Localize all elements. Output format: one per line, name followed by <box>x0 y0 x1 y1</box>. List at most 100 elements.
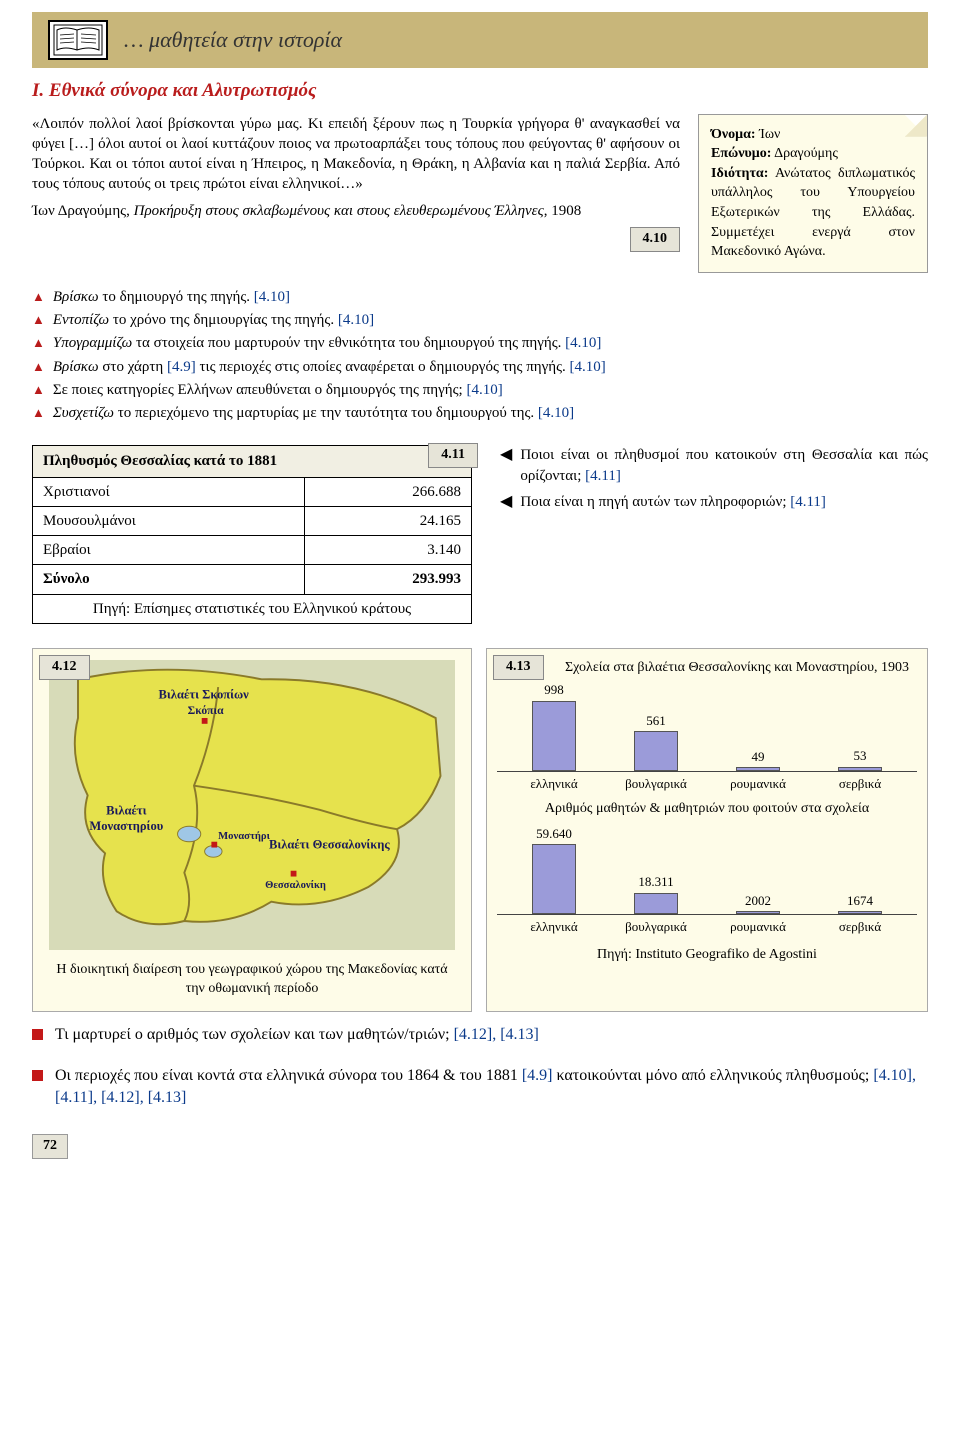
population-table-wrap: 4.11 Πληθυσμός Θεσσαλίας κατά το 1881 Χρ… <box>32 445 472 624</box>
book-icon <box>48 20 108 60</box>
bullet-item: ▲ Συσχετίζω το περιεχόμενο της μαρτυρίας … <box>32 403 928 423</box>
bar-chart-schools: 998 561 49 53 <box>497 682 917 772</box>
bullet-text: Σε ποιες κατηγορίες Ελλήνων απευθύνεται … <box>53 380 503 400</box>
triangle-left-icon: ◀ <box>500 492 512 512</box>
id-surname-label: Επώνυμο: <box>711 146 771 161</box>
table-row: Εβραίοι3.140 <box>33 536 472 565</box>
q2-mid: κατοικούνται μόνο από ελληνικούς πληθυσμ… <box>553 1067 874 1084</box>
tag-4-11: 4.11 <box>428 443 478 468</box>
bar <box>532 701 576 771</box>
map-image: Βιλαέτι ΣκοπίωνΣκόπιαΒιλαέτιΜοναστηρίουΜ… <box>39 655 465 955</box>
bar <box>634 731 678 770</box>
q1-refs: [4.12], [4.13] <box>454 1026 539 1043</box>
svg-text:Βιλαέτι Θεσσαλονίκης: Βιλαέτι Θεσσαλονίκης <box>269 837 390 851</box>
bar-value: 49 <box>752 748 765 766</box>
question-2: Οι περιοχές που είναι κοντά στα ελληνικά… <box>32 1065 928 1108</box>
bar-label: σερβικά <box>815 775 905 793</box>
question-1: Τι μαρτυρεί ο αριθμός των σχολείων και τ… <box>32 1024 928 1046</box>
svg-text:Θεσσαλονίκη: Θεσσαλονίκη <box>265 880 326 891</box>
map-panel: 4.12 Βιλαέτι ΣκοπίωνΣκόπιαΒιλαέτιΜοναστη… <box>32 648 472 1012</box>
table-row: Μουσουλμάνοι24.165 <box>33 506 472 535</box>
bullet-item: ▲ Εντοπίζω το χρόνο της δημιουργίας της π… <box>32 310 928 330</box>
bar-label: ρουμανικά <box>713 918 803 936</box>
bar-column: 2002 <box>713 892 803 915</box>
bullet-item: ▲ Υπογραμμίζω τα στοιχεία που μαρτυρούν τ… <box>32 333 928 353</box>
triangle-icon: ▲ <box>32 380 45 400</box>
bar-column: 1674 <box>815 892 905 915</box>
id-surname: Δραγούμης <box>771 146 838 161</box>
svg-text:Βιλαέτι: Βιλαέτι <box>106 803 147 817</box>
question-text: Ποιοι είναι οι πληθυσμοί που κατοικούν σ… <box>520 445 928 486</box>
bar-label: σερβικά <box>815 918 905 936</box>
bar-value: 1674 <box>847 892 873 910</box>
q2-ref1: [4.9] <box>522 1067 553 1084</box>
bottom-questions: Τι μαρτυρεί ο αριθμός των σχολείων και τ… <box>32 1024 928 1109</box>
map-caption: Η διοικητική διαίρεση του γεωγραφικού χώ… <box>39 961 465 1005</box>
bar-labels-top: ελληνικάβουλγαρικάρουμανικάσερβικά <box>497 775 917 793</box>
bullet-text: Συσχετίζω το περιεχόμενο της μαρτυρίας μ… <box>53 403 574 423</box>
bar <box>736 767 780 770</box>
bar-column: 561 <box>611 712 701 771</box>
triangle-icon: ▲ <box>32 310 45 330</box>
red-square-icon <box>32 1070 43 1081</box>
bar-column: 59.640 <box>509 825 599 915</box>
chart-source: Πηγή: Instituto Geografiko de Agostini <box>497 946 917 965</box>
id-name-label: Όνομα: <box>711 127 756 142</box>
bar-column: 49 <box>713 748 803 771</box>
row-value: 266.688 <box>305 477 472 506</box>
bullet-text: Βρίσκω στο χάρτη [4.9] τις περιοχές στις… <box>53 357 606 377</box>
svg-text:Μοναστηρίου: Μοναστηρίου <box>89 819 163 833</box>
table-title: Πληθυσμός Θεσσαλίας κατά το 1881 <box>33 446 472 477</box>
triangle-icon: ▲ <box>32 403 45 423</box>
chart-panel: 4.13 Σχολεία στα βιλαέτια Θεσσαλονίκης κ… <box>486 648 928 1012</box>
table-total-value: 293.993 <box>305 565 472 594</box>
quote-work: Προκήρυξη στους σκλαβωμένους και στους ε… <box>134 203 544 219</box>
table-question: ◀ Ποια είναι η πηγή αυτών των πληροφοριών… <box>500 492 928 512</box>
triangle-left-icon: ◀ <box>500 445 512 486</box>
quote-body: «Λοιπόν πολλοί λαοί βρίσκονται γύρω μας.… <box>32 114 680 195</box>
id-name: Ίων <box>756 127 781 142</box>
bar <box>838 767 882 771</box>
table-total-label: Σύνολο <box>33 565 305 594</box>
bullet-text: Εντοπίζω το χρόνο της δημιουργίας της πη… <box>53 310 374 330</box>
triangle-icon: ▲ <box>32 287 45 307</box>
id-role-label: Ιδιότητα: <box>711 166 768 181</box>
section-heading: Ι. Εθνικά σύνορα και Αλυτρωτισμός <box>32 78 928 104</box>
tag-4-13: 4.13 <box>493 655 544 680</box>
bar-column: 998 <box>509 681 599 771</box>
bar-value: 18.311 <box>638 873 673 891</box>
bullet-item: ▲ Σε ποιες κατηγορίες Ελλήνων απευθύνεται… <box>32 380 928 400</box>
bar <box>532 844 576 914</box>
quote-block: «Λοιπόν πολλοί λαοί βρίσκονται γύρω μας.… <box>32 114 680 252</box>
bar-column: 53 <box>815 747 905 770</box>
bullet-text: Υπογραμμίζω τα στοιχεία που μαρτυρούν τη… <box>53 333 602 353</box>
bar <box>838 911 882 914</box>
bullet-item: ▲ Βρίσκω το δημιουργό της πηγής. [4.10] <box>32 287 928 307</box>
bar-column: 18.311 <box>611 873 701 914</box>
bar-label: βουλγαρικά <box>611 775 701 793</box>
triangle-icon: ▲ <box>32 357 45 377</box>
tag-4-10: 4.10 <box>630 227 681 252</box>
bar <box>634 893 678 914</box>
chart-subtitle: Αριθμός μαθητών & μαθητριών που φοιτούν … <box>497 800 917 819</box>
q2-pre: Οι περιοχές που είναι κοντά στα ελληνικά… <box>55 1067 522 1084</box>
bar <box>736 911 780 914</box>
quote-year: , 1908 <box>544 203 582 219</box>
bullet-text: Βρίσκω το δημιουργό της πηγής. [4.10] <box>53 287 290 307</box>
bar-value: 561 <box>646 712 666 730</box>
bar-value: 2002 <box>745 892 771 910</box>
chart-title: Σχολεία στα βιλαέτια Θεσσαλονίκης και Μο… <box>557 659 917 678</box>
bar-value: 998 <box>544 681 564 699</box>
table-row: Χριστιανοί266.688 <box>33 477 472 506</box>
table-questions: ◀Ποιοι είναι οι πληθυσμοί που κατοικούν … <box>500 445 928 518</box>
bar-value: 59.640 <box>536 825 572 843</box>
bar-chart-students: 59.640 18.311 2002 1674 <box>497 825 917 915</box>
bar-value: 53 <box>854 747 867 765</box>
quote-author: Ίων Δραγούμης, <box>32 203 134 219</box>
bullet-item: ▲ Βρίσκω στο χάρτη [4.9] τις περιοχές στι… <box>32 357 928 377</box>
question-text: Ποια είναι η πηγή αυτών των πληροφοριών;… <box>520 492 826 512</box>
bar-label: ελληνικά <box>509 918 599 936</box>
quote-attribution: Ίων Δραγούμης, Προκήρυξη στους σκλαβωμέν… <box>32 201 680 221</box>
row-label: Εβραίοι <box>33 536 305 565</box>
triangle-icon: ▲ <box>32 333 45 353</box>
